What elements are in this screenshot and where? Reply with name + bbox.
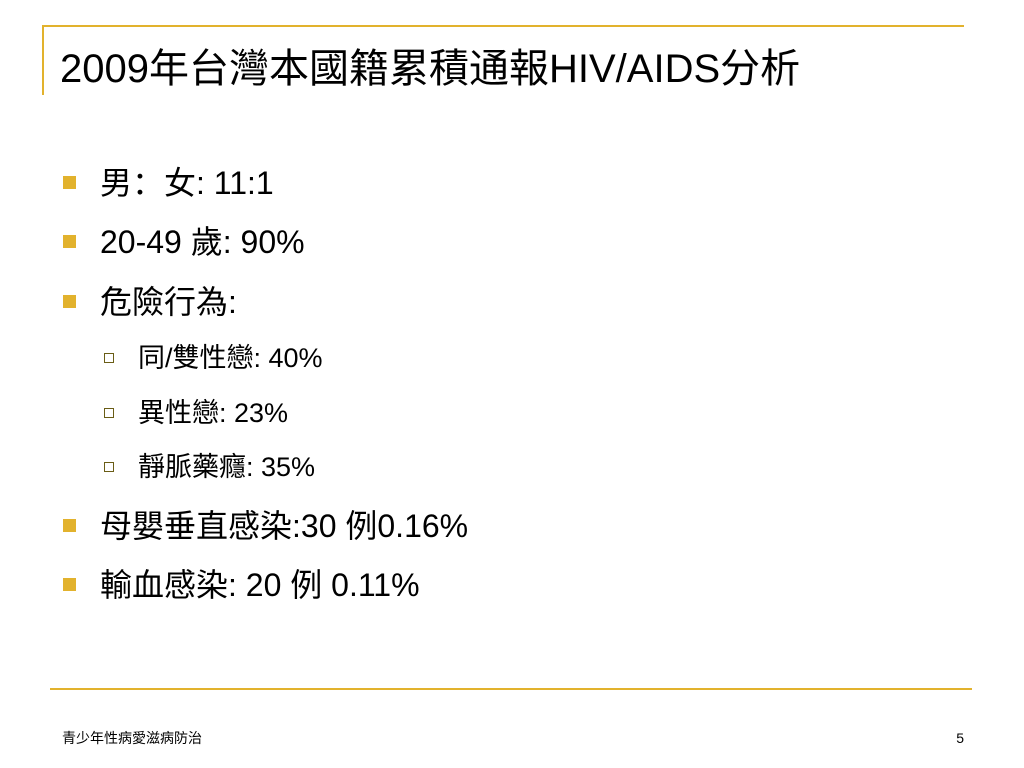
filled-square-bullet-icon: [63, 295, 76, 308]
sub-bullet-item-homo-bisexual: 同/雙性戀: 40%: [138, 343, 323, 373]
bullet-item-mother-to-child: 母嬰垂直感染:30 例0.16%: [100, 508, 469, 544]
hollow-square-bullet-icon: [104, 408, 114, 418]
hollow-square-bullet-icon: [104, 353, 114, 363]
page-number: 5: [956, 730, 964, 746]
footer-text: 青少年性病愛滋病防治: [62, 730, 202, 746]
filled-square-bullet-icon: [63, 176, 76, 189]
bullet-item-risk-behavior: 危險行為:: [100, 284, 237, 320]
title-frame-left-line: [42, 25, 44, 95]
bullet-item-blood-transfusion: 輸血感染: 20 例 0.11%: [100, 567, 420, 603]
filled-square-bullet-icon: [63, 235, 76, 248]
slide-title: 2009年台灣本國籍累積通報HIV/AIDS分析: [60, 47, 801, 91]
filled-square-bullet-icon: [63, 578, 76, 591]
footer-divider: [50, 688, 972, 690]
sub-bullet-item-heterosexual: 異性戀: 23%: [138, 398, 289, 428]
title-frame-top-line: [42, 25, 964, 27]
bullet-item-sex-ratio: 男：女: 11:1: [100, 165, 274, 201]
filled-square-bullet-icon: [63, 519, 76, 532]
sub-bullet-item-injection-drug: 靜脈藥癮: 35%: [138, 452, 316, 482]
bullet-item-age-range: 20-49 歲: 90%: [100, 224, 305, 260]
hollow-square-bullet-icon: [104, 462, 114, 472]
